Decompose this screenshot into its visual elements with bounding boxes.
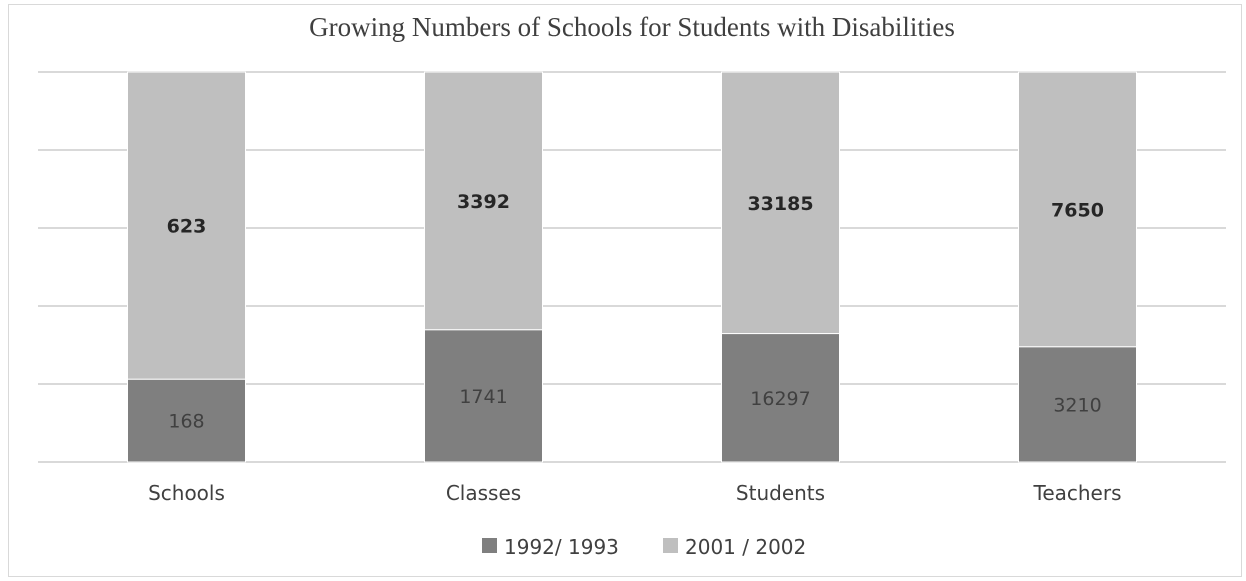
bar-segment: [127, 71, 246, 380]
x-tick-label: Students: [736, 481, 825, 505]
legend: 1992/ 1993 2001 / 2002: [482, 535, 806, 559]
bar-segment: [424, 71, 543, 331]
bar-segment: [721, 333, 840, 463]
x-tick-label: Schools: [148, 481, 225, 505]
bar-segment: [1018, 346, 1137, 463]
data-labels: 168 623 1741 3392 16297 33185 3210 7650: [167, 191, 1104, 433]
data-label: 33185: [747, 193, 813, 215]
x-tick-label: Classes: [446, 481, 521, 505]
data-label: 7650: [1051, 199, 1104, 221]
bar-segment: [424, 329, 543, 463]
bar-segment: [1018, 71, 1137, 348]
x-axis-ticks: Schools Classes Students Teachers: [148, 481, 1121, 505]
legend-label: 2001 / 2002: [685, 535, 806, 559]
legend-label: 1992/ 1993: [504, 535, 619, 559]
chart-title: Growing Numbers of Schools for Students …: [309, 12, 955, 42]
data-label: 3392: [457, 191, 510, 213]
data-label: 3210: [1053, 394, 1101, 416]
data-label: 1741: [459, 386, 507, 408]
bars: [127, 71, 1137, 463]
x-tick-label: Teachers: [1033, 481, 1122, 505]
data-label: 168: [168, 411, 204, 433]
bar-segment: [721, 71, 840, 335]
bar-segment: [127, 378, 246, 463]
data-label: 623: [167, 216, 207, 238]
legend-swatch: [663, 538, 678, 553]
data-label: 16297: [750, 388, 810, 410]
legend-swatch: [482, 538, 497, 553]
